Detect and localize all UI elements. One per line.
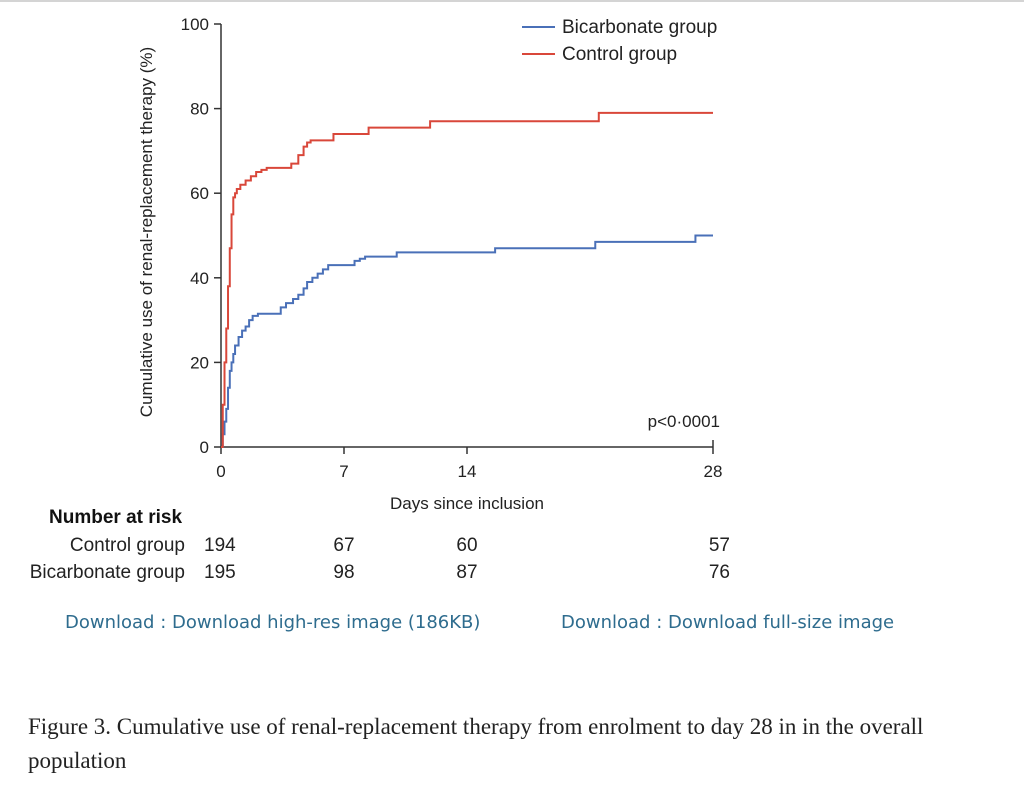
risk-count: 194 <box>204 535 236 556</box>
y-tick-label: 40 <box>190 269 209 288</box>
y-tick-label: 80 <box>190 100 209 119</box>
x-tick-label: 14 <box>458 462 477 481</box>
risk-table-heading: Number at risk <box>49 507 182 528</box>
y-tick-label: 100 <box>181 15 209 34</box>
top-divider <box>0 0 1024 2</box>
x-axis-title: Days since inclusion <box>390 494 544 513</box>
chart-series <box>221 111 713 448</box>
risk-row-label: Bicarbonate group <box>30 562 185 583</box>
risk-count: 57 <box>709 535 730 556</box>
x-tick-label: 7 <box>339 462 348 481</box>
legend-label: Bicarbonate group <box>562 17 717 38</box>
series-line-bicarbonate-group <box>221 234 713 448</box>
y-axis-title: Cumulative use of renal-replacement ther… <box>137 47 156 417</box>
x-tick-label: 28 <box>704 462 723 481</box>
series-line-control-group <box>221 111 713 448</box>
risk-count: 98 <box>333 562 354 583</box>
y-tick-label: 60 <box>190 184 209 203</box>
p-value-annotation: p<0·0001 <box>648 412 720 431</box>
x-tick-label: 0 <box>216 462 225 481</box>
risk-count: 67 <box>333 535 354 556</box>
kaplan-meier-chart: 0 20 40 60 80 100 0 7 14 28 Bicarbonate group Cont… <box>30 15 730 583</box>
risk-count: 76 <box>709 562 730 583</box>
number-at-risk-table: Number at risk Control group 194 67 60 57 Bica… <box>30 507 730 583</box>
chart-axes: 0 20 40 60 80 100 0 7 14 28 <box>181 15 723 481</box>
legend-label: Control group <box>562 44 677 65</box>
figure-caption: Figure 3. Cumulative use of renal-replac… <box>28 714 924 773</box>
download-links: Download : Download high-res image (186K… <box>0 612 1024 642</box>
chart-legend: Bicarbonate group Control group <box>522 17 717 65</box>
download-high-res-link[interactable]: Download : Download high-res image (186K… <box>65 612 481 633</box>
y-tick-label: 0 <box>200 438 209 457</box>
risk-count: 60 <box>456 535 477 556</box>
risk-count: 87 <box>456 562 477 583</box>
y-tick-label: 20 <box>190 353 209 372</box>
download-full-size-link[interactable]: Download : Download full-size image <box>561 612 895 633</box>
risk-count: 195 <box>204 562 236 583</box>
risk-row-label: Control group <box>70 535 185 556</box>
